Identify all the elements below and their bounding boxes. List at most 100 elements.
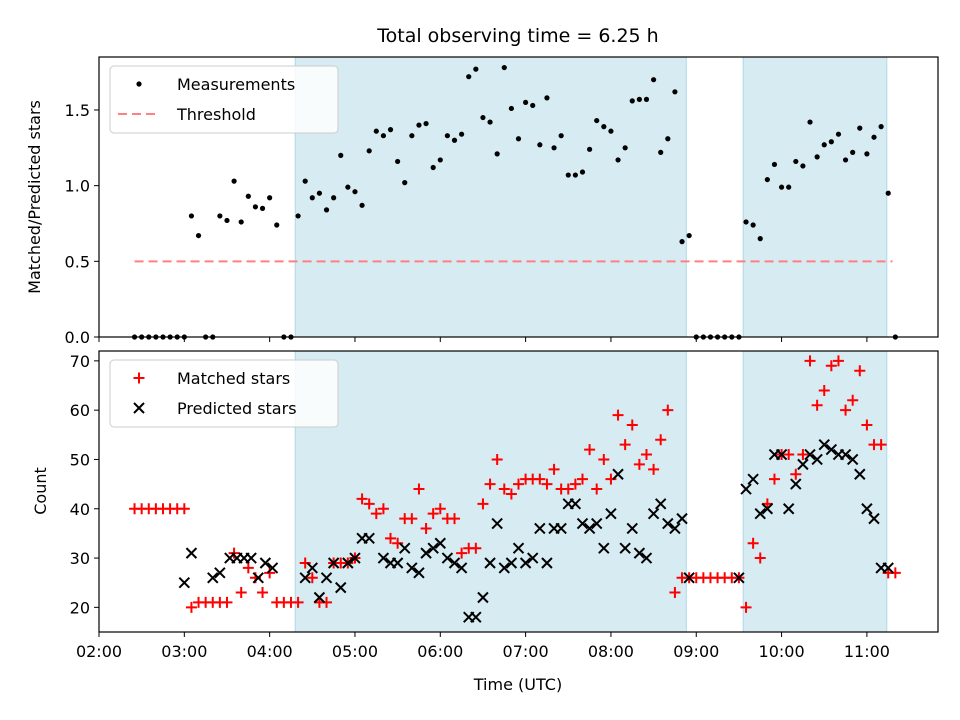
predicted-star-point (782, 503, 795, 515)
matched-star-point (619, 439, 631, 451)
predicted-star-point (527, 552, 539, 564)
top-y-tick-label: 0.0 (65, 328, 90, 347)
matched-star-point (470, 542, 482, 554)
measurement-point (523, 99, 529, 106)
top-y-tick-label: 0.5 (65, 252, 90, 271)
matched-star-point (427, 508, 439, 520)
matched-star-point (356, 493, 368, 505)
measurement-point (679, 239, 685, 245)
predicted-star-point (797, 458, 809, 471)
matched-star-point (306, 572, 318, 584)
predicted-star-point (185, 547, 198, 559)
top-legend-label: Measurements (177, 75, 295, 94)
measurement-point (338, 152, 344, 158)
measurement-point (778, 184, 785, 190)
predicted-star-point (733, 572, 745, 584)
matched-star-point (363, 498, 375, 510)
matched-star-point (875, 439, 887, 451)
measurement-point (672, 89, 678, 95)
predicted-star-point (626, 522, 638, 535)
matched-star-point (612, 409, 624, 421)
top-legend-box (109, 65, 339, 134)
matched-star-point (257, 587, 269, 599)
measurement-point (195, 232, 202, 239)
matched-star-point (768, 473, 780, 485)
predicted-star-point (633, 547, 646, 559)
matched-star-point (797, 449, 809, 461)
measurement-point (323, 207, 330, 213)
predicted-star-point (605, 507, 617, 520)
matched-star-point (818, 384, 830, 396)
x-tick-label: 02:00 (76, 642, 122, 661)
predicted-star-point (790, 478, 802, 490)
predicted-star-point (647, 507, 660, 520)
bottom-plot-frame (98, 350, 939, 633)
matched-star-point (385, 532, 397, 544)
matched-star-point (655, 434, 667, 446)
bot-legend-label: Matched stars (177, 369, 290, 388)
measurement-point (686, 232, 692, 239)
measurement-point (864, 151, 870, 157)
predicted-star-point (761, 503, 774, 515)
predicted-star-point (775, 448, 788, 461)
matched-star-point (747, 537, 759, 549)
predicted-star-point (498, 562, 510, 574)
predicted-star-point (804, 448, 816, 461)
measurement-point (800, 163, 806, 169)
measurement-point (473, 66, 479, 72)
matched-star-point (576, 473, 588, 485)
measurement-point (629, 98, 635, 104)
predicted-star-point (363, 532, 375, 545)
measurement-point (387, 127, 394, 133)
predicted-star-point (399, 542, 411, 554)
matched-star-point (185, 601, 197, 613)
predicted-star-point (854, 468, 866, 480)
measurement-point (551, 145, 557, 151)
measurement-point (807, 119, 813, 125)
measurement-point (558, 133, 564, 139)
predicted-star-point (327, 557, 340, 569)
predicted-star-point (252, 572, 264, 584)
matched-star-point (783, 449, 795, 461)
matched-star-point (377, 503, 389, 515)
measurement-point (466, 74, 472, 80)
predicted-star-point (214, 567, 226, 579)
predicted-star-point (391, 557, 404, 569)
predicted-star-point (640, 552, 653, 564)
measurement-point (494, 151, 500, 157)
predicted-star-point (342, 557, 354, 569)
predicted-star-point (740, 483, 752, 495)
measurement-point (295, 213, 301, 219)
measurement-point (871, 134, 877, 140)
predicted-star-point (470, 611, 482, 623)
measurement-point (302, 178, 308, 184)
measurement-point (217, 213, 223, 219)
measurement-point (842, 157, 849, 163)
predicted-star-point (583, 522, 596, 535)
matched-star-point (569, 478, 581, 490)
bot-y-tick-label: 70 (70, 352, 90, 371)
x-tick-label: 05:00 (332, 642, 378, 661)
predicted-star-point (320, 572, 333, 584)
measurement-point (793, 158, 799, 165)
predicted-star-point (669, 522, 681, 535)
measurement-point (252, 204, 259, 210)
matched-star-point (633, 458, 645, 470)
measurement-point (530, 102, 536, 109)
matched-star-point (420, 522, 432, 534)
bot-y-tick-label: 40 (70, 500, 90, 519)
predicted-star-point (245, 552, 257, 564)
measurement-point (544, 95, 550, 101)
matched-star-point (754, 552, 766, 564)
measurement-point (508, 105, 514, 112)
matched-star-point (484, 478, 496, 490)
matched-star-point (498, 483, 510, 495)
measurement-point (345, 184, 351, 190)
top-y-tick-label: 1.5 (65, 101, 90, 120)
measurement-point (352, 189, 358, 195)
matched-star-point (825, 360, 837, 372)
matched-star-point (790, 468, 802, 480)
x-tick-label: 09:00 (673, 642, 719, 661)
predicted-star-point (178, 576, 191, 589)
measurement-point (587, 146, 593, 152)
